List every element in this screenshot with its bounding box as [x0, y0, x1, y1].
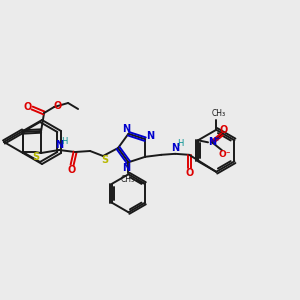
Text: +: +: [214, 136, 220, 142]
Text: H: H: [61, 136, 67, 146]
Text: CH₃: CH₃: [121, 175, 135, 184]
Text: O: O: [185, 168, 193, 178]
Text: S: S: [101, 155, 109, 165]
Text: N: N: [146, 131, 154, 141]
Text: N: N: [122, 124, 130, 134]
Text: S: S: [32, 152, 40, 162]
Text: O: O: [54, 101, 62, 111]
Text: O: O: [220, 125, 228, 135]
Text: N: N: [122, 163, 130, 173]
Text: H: H: [177, 139, 183, 148]
Text: O: O: [24, 102, 32, 112]
Text: N: N: [171, 143, 179, 153]
Text: N: N: [208, 137, 216, 147]
Text: CH₃: CH₃: [211, 109, 225, 118]
Text: O: O: [68, 165, 76, 175]
Text: O⁻: O⁻: [219, 150, 231, 159]
Text: N: N: [55, 140, 63, 150]
